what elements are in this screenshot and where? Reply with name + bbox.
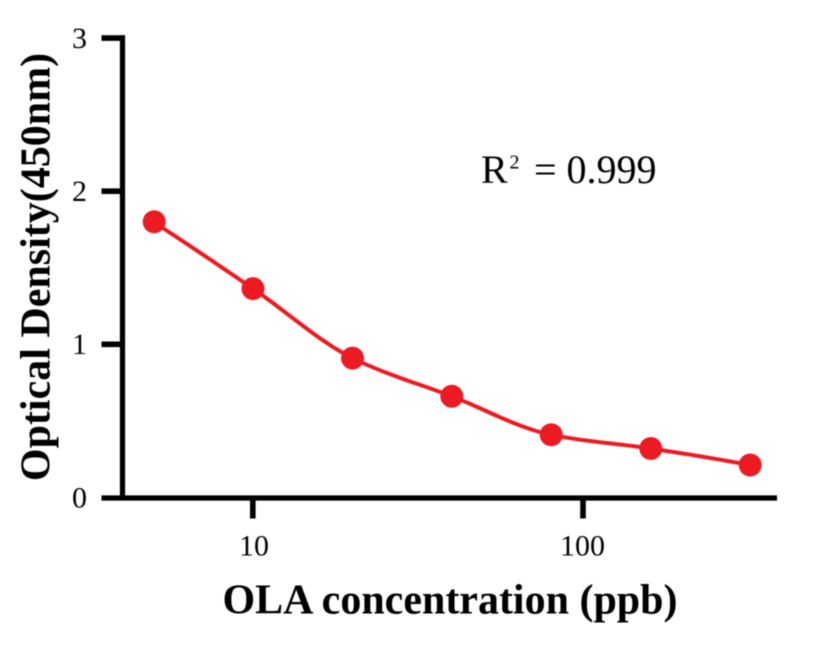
svg-text:2: 2 (72, 175, 87, 208)
svg-text:1: 1 (72, 328, 87, 361)
svg-text:R: R (481, 147, 508, 192)
svg-text:= 0.999: = 0.999 (534, 147, 657, 192)
svg-text:10: 10 (239, 530, 269, 563)
svg-text:0: 0 (72, 481, 87, 514)
svg-text:3: 3 (72, 22, 87, 55)
svg-text:2: 2 (510, 152, 520, 174)
svg-text:OLA concentration (ppb): OLA concentration (ppb) (222, 578, 677, 624)
svg-text:Optical Density(450nm): Optical Density(450nm) (14, 53, 60, 481)
svg-text:100: 100 (560, 530, 605, 563)
